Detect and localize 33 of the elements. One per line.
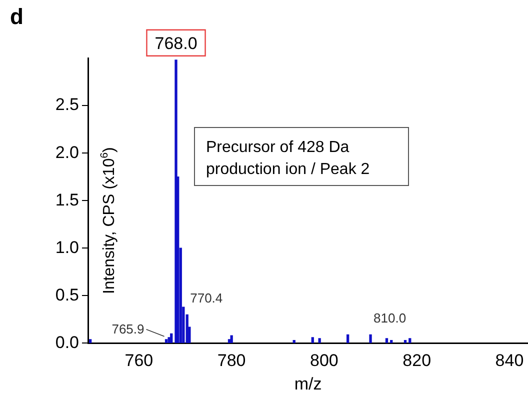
bar xyxy=(164,339,168,344)
x-tick-label: 760 xyxy=(124,351,154,370)
annotation: 768.0 xyxy=(154,34,198,53)
bar xyxy=(170,333,173,344)
bar xyxy=(311,337,314,344)
bar xyxy=(292,340,296,344)
annotation: 810.0 xyxy=(374,310,406,326)
x-tick-label: 800 xyxy=(310,351,338,370)
chart-title: d xyxy=(10,4,24,29)
bar xyxy=(168,337,170,344)
x-axis-title: m/z xyxy=(294,374,322,394)
x-tick-label: 820 xyxy=(402,351,432,370)
x-tick-label: 840 xyxy=(495,351,524,370)
y-tick-label: 2.5 xyxy=(55,95,79,114)
y-tick-label: 0.0 xyxy=(55,332,79,352)
y-axis-title: Intensity, CPS (x106) xyxy=(100,147,118,294)
bar xyxy=(408,338,412,344)
bar xyxy=(369,334,372,344)
bar xyxy=(318,338,321,344)
annotation: 770.4 xyxy=(190,290,223,306)
y-tick-label: 1.5 xyxy=(55,190,79,210)
y-tick-label: 0.5 xyxy=(55,285,79,304)
y-tick-label: 2.0 xyxy=(55,142,79,162)
bar xyxy=(385,338,388,344)
bar xyxy=(88,339,92,344)
bar xyxy=(346,334,350,344)
x-tick-label: 780 xyxy=(217,351,246,370)
y-tick-label: 1.0 xyxy=(55,238,79,257)
bar xyxy=(390,340,393,344)
bar xyxy=(230,335,233,344)
annotation: Precursor of 428 Da production ion / Peak 2 xyxy=(206,139,370,178)
bar xyxy=(404,340,407,344)
annotation: 765.9 xyxy=(112,321,144,336)
